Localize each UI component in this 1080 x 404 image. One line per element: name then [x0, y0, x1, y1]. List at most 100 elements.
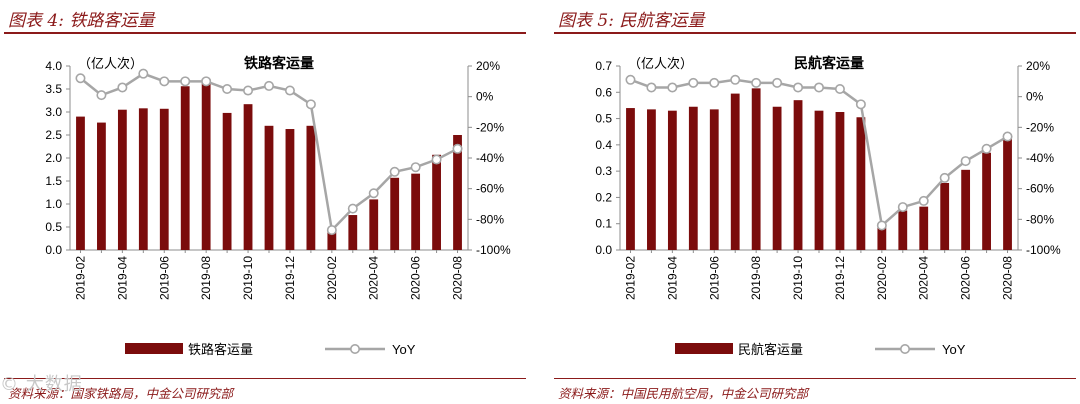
- bar: [709, 109, 719, 250]
- yoy-marker: [368, 188, 379, 199]
- y2-tick-label: -40%: [1026, 151, 1054, 165]
- y-tick-label: 2.5: [45, 128, 62, 142]
- yoy-marker: [75, 73, 86, 84]
- bar: [306, 125, 316, 250]
- figure-4-railway: 图表 4: 铁路客运量 0.0 0.5 1.0 1.5 2.0 2.5 3.0 3.5 4.0 2…: [0, 0, 530, 404]
- y2-tick-label: -100%: [476, 243, 511, 257]
- yoy-marker: [389, 166, 400, 177]
- y-tick-label: 2.0: [45, 151, 62, 165]
- yoy-marker: [410, 162, 421, 173]
- y-tick-label: 0.7: [595, 59, 612, 73]
- y-tick-label: 3.5: [45, 82, 62, 96]
- watermark: © 大数据: [0, 374, 83, 395]
- bar: [327, 231, 337, 250]
- x-tick-label: 2020-08: [451, 256, 465, 300]
- y-tick-label: 0.5: [595, 112, 612, 126]
- yoy-marker: [834, 83, 845, 94]
- bar: [647, 109, 656, 250]
- yoy-marker: [688, 77, 699, 88]
- legend-bar-swatch: [675, 343, 733, 354]
- legend-line-marker: [899, 343, 910, 354]
- legend-line-label: YoY: [392, 342, 416, 357]
- x-tick-label: 2019-08: [749, 256, 763, 300]
- y2-tick-label: 20%: [476, 59, 500, 73]
- bar: [411, 173, 421, 250]
- x-tick-label: 2020-04: [917, 256, 931, 300]
- bar: [390, 177, 400, 250]
- bar: [369, 199, 379, 250]
- y-tick-label: 3.0: [45, 105, 62, 119]
- y-tick-label: 0.1: [595, 217, 612, 231]
- yoy-marker: [243, 85, 254, 96]
- legend-bar-label: 民航客运量: [738, 342, 803, 357]
- bar: [201, 78, 211, 250]
- bar: [264, 125, 274, 250]
- bar: [940, 182, 950, 250]
- yoy-marker: [646, 82, 657, 93]
- bar: [919, 206, 929, 250]
- bar: [117, 109, 127, 250]
- figure-5-aviation: 图表 5: 民航客运量 0.0 0.1 0.2 0.3 0.4 0.5 0.6 0.7 20% 0…: [550, 0, 1080, 404]
- yoy-marker: [452, 143, 463, 154]
- yoy-marker: [305, 99, 316, 110]
- bar: [285, 129, 295, 250]
- yoy-marker: [813, 82, 824, 93]
- bar: [97, 122, 106, 250]
- yoy-marker: [326, 225, 337, 236]
- bar: [793, 100, 803, 250]
- source-note: 资料来源：国家铁路局，中金公司研究部: [8, 386, 234, 401]
- y-tick-label: 0.0: [595, 243, 612, 257]
- yoy-marker: [138, 68, 149, 79]
- yoy-marker: [201, 76, 212, 87]
- y-tick-label: 4.0: [45, 59, 62, 73]
- title-rule: [4, 32, 526, 34]
- yoy-marker: [876, 220, 887, 231]
- x-tick-label: 2019-02: [73, 256, 87, 300]
- yoy-marker: [222, 83, 233, 94]
- bar: [180, 86, 190, 250]
- y-tick-label: 0.0: [45, 243, 62, 257]
- y-axis-unit: （亿人次）: [78, 56, 143, 71]
- figure-title: 图表 4: 铁路客运量: [8, 11, 155, 31]
- y2-tick-label: -60%: [1026, 182, 1054, 196]
- x-tick-label: 2019-06: [157, 256, 171, 300]
- bar: [432, 154, 441, 250]
- x-tick-label: 2019-08: [199, 256, 213, 300]
- y2-tick-label: -40%: [476, 151, 504, 165]
- x-tick-label: 2019-10: [791, 256, 805, 300]
- yoy-marker: [960, 156, 971, 167]
- bar: [1003, 134, 1012, 250]
- yoy-marker: [709, 77, 720, 88]
- x-tick-label: 2019-04: [665, 256, 679, 300]
- yoy-marker: [939, 172, 950, 183]
- source-note: 资料来源：中国民用航空局，中金公司研究部: [558, 386, 809, 401]
- bar: [772, 106, 782, 250]
- yoy-marker: [897, 202, 908, 213]
- y-tick-label: 0.5: [45, 220, 62, 234]
- bar: [348, 215, 358, 250]
- chart-title: 民航客运量: [794, 55, 864, 71]
- yoy-marker: [918, 195, 929, 206]
- x-tick-label: 2019-02: [623, 256, 637, 300]
- bar: [982, 152, 991, 250]
- y2-tick-label: -80%: [1026, 212, 1054, 226]
- y2-tick-label: -100%: [1026, 243, 1061, 257]
- x-tick-label: 2020-02: [875, 256, 889, 300]
- x-tick-label: 2020-06: [959, 256, 973, 300]
- x-tick-label: 2020-06: [409, 256, 423, 300]
- bar: [667, 110, 677, 250]
- yoy-marker: [667, 82, 678, 93]
- x-tick-label: 2019-12: [283, 256, 297, 300]
- yoy-marker: [981, 143, 992, 154]
- bar: [835, 112, 845, 250]
- bar: [730, 93, 740, 250]
- y-tick-label: 1.0: [45, 197, 62, 211]
- y2-tick-label: -60%: [476, 182, 504, 196]
- y-tick-label: 0.6: [595, 85, 612, 99]
- x-tick-label: 2019-04: [115, 256, 129, 300]
- bar: [159, 108, 169, 250]
- bar: [76, 116, 85, 250]
- yoy-marker: [159, 76, 170, 87]
- bar: [814, 110, 824, 250]
- y-tick-label: 0.3: [595, 164, 612, 178]
